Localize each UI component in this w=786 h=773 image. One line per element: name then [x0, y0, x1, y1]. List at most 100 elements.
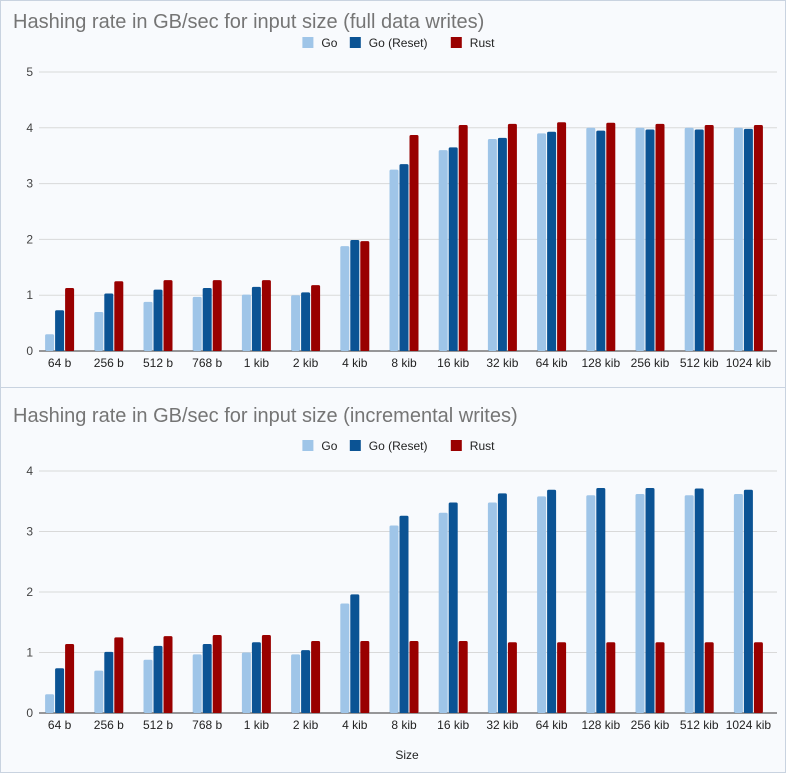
bar	[753, 125, 763, 351]
chart-panel-incremental-writes: Hashing rate in GB/sec for input size (i…	[0, 387, 786, 773]
bar	[448, 147, 458, 351]
bar	[389, 525, 399, 713]
bar	[311, 641, 321, 713]
bar	[487, 502, 497, 713]
bar	[497, 137, 507, 351]
bar	[537, 496, 547, 713]
bar	[55, 668, 65, 713]
y-tick-label: 3	[26, 525, 33, 539]
bar	[192, 296, 202, 351]
bar	[596, 487, 606, 713]
x-tick-label: 512 kib	[680, 718, 719, 732]
bar	[586, 495, 596, 713]
bar-chart-incremental-writes: 0 1 2 3 4 64 b 256 b 512 b 768 b 1 kib 2 kib 4 kib 8…	[26, 439, 777, 762]
bar	[704, 125, 714, 351]
x-tick-label: 16 kib	[437, 356, 469, 370]
bar	[497, 493, 507, 713]
bar	[487, 138, 497, 351]
bar	[65, 287, 75, 351]
x-axis-title: Size	[395, 748, 419, 762]
bar	[94, 670, 104, 713]
legend-swatch	[450, 440, 462, 451]
x-tick-label: 32 kib	[486, 356, 518, 370]
bar	[645, 487, 655, 713]
bar	[241, 652, 251, 713]
legend-label: Rust	[470, 36, 495, 50]
bar	[655, 123, 665, 351]
bar	[291, 654, 301, 713]
bar	[45, 334, 55, 351]
chart-panel-full-writes: Hashing rate in GB/sec for input size (f…	[0, 0, 786, 388]
bar	[251, 286, 261, 351]
y-tick-label: 2	[26, 232, 33, 246]
bar	[557, 122, 567, 351]
bar	[606, 122, 616, 351]
y-tick-label: 5	[26, 65, 33, 79]
x-tick-label: 1 kib	[244, 356, 270, 370]
legend-label: Rust	[470, 439, 495, 453]
bar	[557, 642, 567, 713]
bar	[409, 135, 419, 351]
x-tick-label: 256 b	[94, 356, 124, 370]
x-tick-label: 1024 kib	[726, 718, 772, 732]
bar	[694, 488, 704, 713]
bar	[94, 311, 104, 351]
x-tick-label: 1 kib	[244, 718, 270, 732]
x-tick-label: 64 kib	[536, 718, 568, 732]
bar	[114, 637, 124, 713]
y-tick-label: 1	[26, 288, 33, 302]
bar	[507, 123, 517, 351]
bar	[241, 294, 251, 351]
bar	[291, 295, 301, 351]
x-tick-label: 128 kib	[581, 718, 620, 732]
bar	[547, 489, 557, 713]
x-tick-label: 768 b	[192, 356, 222, 370]
bar	[360, 641, 370, 713]
x-tick-label: 256 b	[94, 718, 124, 732]
bar	[645, 129, 655, 351]
x-tick-label: 4 kib	[342, 718, 368, 732]
x-tick-label: 64 b	[48, 356, 72, 370]
bar	[606, 642, 616, 713]
x-tick-label: 8 kib	[391, 356, 417, 370]
chart-title: Hashing rate in GB/sec for input size (i…	[13, 405, 518, 427]
x-tick-label: 512 kib	[680, 356, 719, 370]
x-tick-label: 512 b	[143, 718, 173, 732]
x-tick-label: 1024 kib	[726, 356, 772, 370]
bar	[537, 133, 547, 351]
x-tick-label: 2 kib	[293, 718, 319, 732]
bar	[753, 642, 763, 713]
bar	[743, 128, 753, 351]
bar	[301, 650, 311, 713]
bar	[153, 289, 163, 351]
bar	[143, 659, 153, 713]
bar	[360, 241, 370, 351]
legend-label: Go	[321, 36, 337, 50]
bar	[340, 603, 350, 713]
bar	[261, 280, 271, 351]
legend-swatch	[349, 37, 361, 48]
bar	[733, 127, 743, 351]
bar	[301, 292, 311, 351]
legend-label: Go (Reset)	[369, 439, 428, 453]
x-tick-label: 32 kib	[486, 718, 518, 732]
bar	[547, 131, 557, 351]
legend-swatch	[302, 37, 314, 48]
bar	[202, 287, 212, 351]
bar	[635, 493, 645, 713]
x-tick-label: 2 kib	[293, 356, 319, 370]
bar	[694, 129, 704, 351]
bar-chart-full-writes: 0 1 2 3 4 5 64 b 256 b 512 b 768 b 1 kib 2 kib 4 kib…	[26, 36, 777, 370]
bar	[458, 641, 468, 713]
bar	[409, 641, 419, 713]
bar	[55, 310, 65, 351]
bar	[261, 634, 271, 713]
legend-swatch	[349, 440, 361, 451]
bar	[104, 293, 114, 351]
x-tick-label: 256 kib	[631, 718, 670, 732]
bar	[45, 694, 55, 713]
bar	[114, 281, 124, 351]
bar	[438, 150, 448, 351]
bar	[596, 130, 606, 351]
y-tick-label: 1	[26, 646, 33, 660]
